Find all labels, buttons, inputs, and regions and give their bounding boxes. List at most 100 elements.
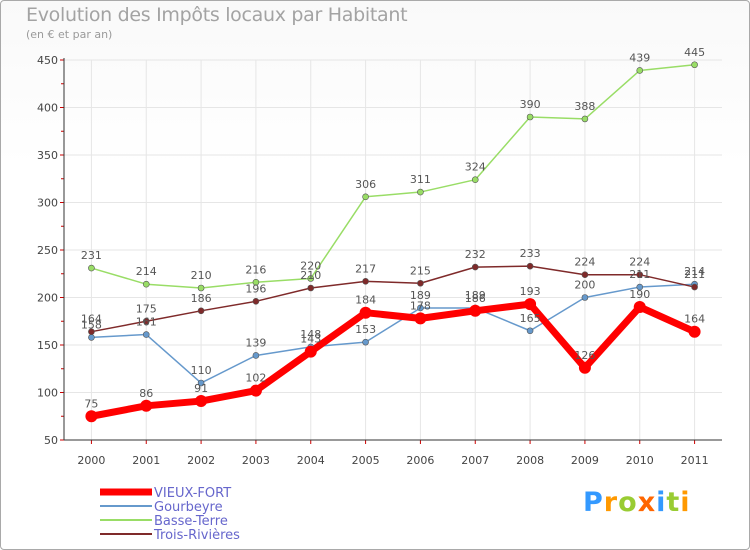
- data-point: [142, 317, 150, 325]
- x-tick-label: 2003: [242, 454, 270, 467]
- data-label: 102: [245, 372, 266, 385]
- y-tick-label: 350: [37, 149, 58, 162]
- data-point: [636, 271, 644, 279]
- data-point: [359, 306, 372, 319]
- data-label: 186: [465, 292, 486, 305]
- data-point: [469, 304, 482, 317]
- data-point: [417, 304, 424, 312]
- data-label: 214: [136, 265, 157, 278]
- legend: VIEUX-FORTGourbeyreBasse-TerreTrois-Rivi…: [100, 486, 240, 543]
- data-label: 390: [520, 98, 541, 111]
- logo-letter: r: [603, 487, 619, 518]
- data-point: [417, 188, 424, 196]
- data-label: 189: [465, 289, 486, 302]
- series-points: [85, 61, 701, 423]
- data-label: 86: [139, 387, 153, 400]
- data-point: [581, 115, 589, 123]
- data-label: 196: [245, 282, 266, 295]
- x-tick-label: 2005: [352, 454, 380, 467]
- logo-letter: i: [656, 487, 667, 518]
- data-point: [691, 61, 698, 69]
- data-point: [414, 312, 427, 325]
- data-label: 217: [355, 262, 376, 275]
- data-label: 139: [245, 336, 266, 349]
- data-point: [142, 280, 150, 288]
- data-point: [307, 284, 315, 292]
- data-point: [197, 284, 205, 292]
- data-label: 178: [410, 299, 431, 312]
- data-label: 388: [574, 100, 595, 113]
- data-point: [197, 379, 205, 387]
- x-tick-label: 2011: [681, 454, 709, 467]
- data-point: [304, 345, 317, 358]
- data-label: 215: [410, 264, 431, 277]
- x-tick-label: 2001: [132, 454, 160, 467]
- data-label: 175: [136, 302, 157, 315]
- data-point: [142, 331, 150, 338]
- y-tick-label: 400: [37, 102, 58, 115]
- data-label: 216: [245, 263, 266, 276]
- data-label: 231: [81, 249, 102, 262]
- data-label: 439: [629, 51, 650, 64]
- data-label: 445: [684, 46, 705, 59]
- y-tick-label: 100: [37, 387, 58, 400]
- y-tick-label: 300: [37, 197, 58, 210]
- data-label: 211: [629, 268, 650, 281]
- data-label: 164: [684, 313, 705, 326]
- data-point: [578, 361, 591, 374]
- data-point: [526, 327, 534, 335]
- data-point: [249, 384, 262, 397]
- proxiti-logo: Proxiti: [583, 487, 691, 518]
- data-point: [362, 338, 369, 346]
- data-point: [252, 297, 260, 305]
- data-label: 311: [410, 173, 431, 186]
- data-point: [471, 263, 479, 271]
- logo-letter: x: [637, 487, 657, 518]
- y-tick-label: 150: [37, 339, 58, 352]
- logo-letter: P: [583, 487, 604, 518]
- data-point: [581, 294, 589, 301]
- x-tick-label: 2009: [571, 454, 599, 467]
- data-label: 224: [574, 256, 595, 269]
- data-label: 190: [629, 288, 650, 301]
- data-label: 200: [574, 279, 595, 292]
- data-label: 189: [410, 289, 431, 302]
- data-label: 143: [300, 333, 321, 346]
- grid-lines: [64, 59, 722, 441]
- logo-letter: o: [618, 487, 638, 518]
- x-tick-label: 2010: [626, 454, 654, 467]
- data-point: [526, 262, 534, 270]
- data-point: [88, 328, 95, 336]
- data-label: 220: [300, 260, 321, 273]
- data-label: 214: [684, 265, 705, 278]
- data-point: [688, 325, 701, 338]
- y-tick-label: 50: [44, 434, 58, 447]
- series-lines: [87, 64, 699, 420]
- data-label: 184: [355, 294, 376, 307]
- chart-title: Evolution des Impôts locaux par Habitant: [26, 4, 408, 26]
- data-label: 126: [574, 349, 595, 362]
- data-point: [691, 283, 698, 291]
- data-point: [417, 279, 424, 287]
- data-label: 186: [191, 292, 212, 305]
- data-point: [195, 395, 208, 408]
- data-point: [88, 334, 95, 341]
- data-label: 153: [355, 323, 376, 336]
- data-point: [636, 283, 644, 291]
- y-tick-label: 250: [37, 244, 58, 257]
- data-point: [197, 307, 205, 315]
- data-point: [526, 113, 534, 121]
- data-label: 110: [191, 364, 212, 377]
- data-point: [471, 176, 479, 183]
- data-label: 324: [465, 161, 486, 174]
- series-line-basse-terre: [90, 64, 696, 289]
- legend-label: Trois-Rivières: [153, 528, 240, 543]
- data-label: 165: [520, 312, 541, 325]
- data-point: [88, 264, 95, 272]
- x-tick-label: 2008: [516, 454, 544, 467]
- data-label: 224: [629, 256, 650, 269]
- logo-letter: t: [666, 487, 681, 518]
- data-label: 164: [81, 313, 102, 326]
